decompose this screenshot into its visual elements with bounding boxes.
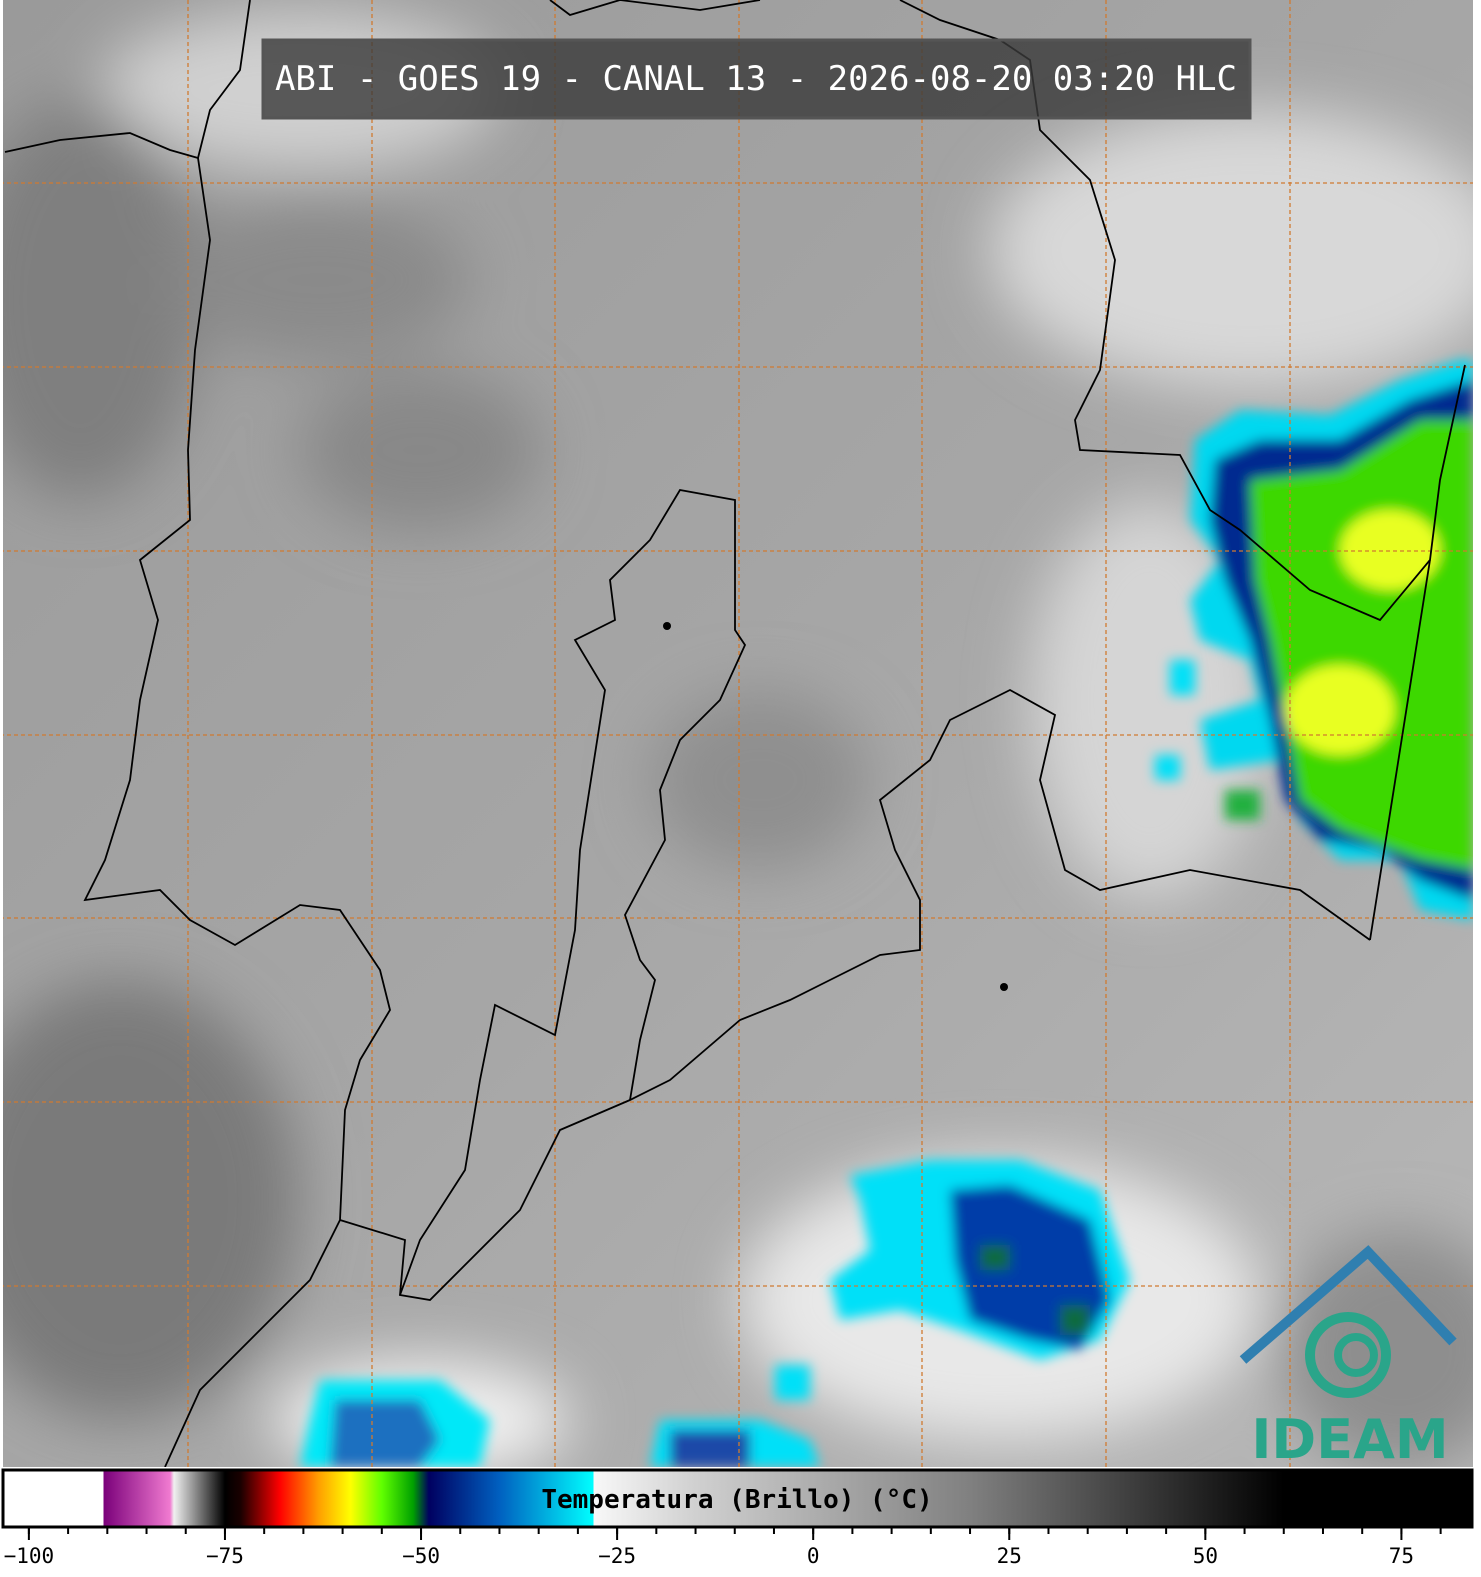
title-box [261,38,1252,120]
colorbar-label: Temperatura (Brillo) (°C) [541,1485,932,1515]
tick-label: −75 [206,1544,244,1568]
tick-label: −25 [598,1544,636,1568]
boundaries [4,0,1466,1467]
tick-label: 25 [997,1544,1022,1568]
storm-cells [300,360,1473,1467]
ideam-logo: IDEAM [1239,1245,1457,1471]
tick-label: 0 [807,1544,820,1568]
satellite-image: IDEAM [3,0,1473,1471]
colorbar: Temperatura (Brillo) (°C) −100 −75 −50 −25 0 2… [1,1468,1474,1568]
logo-text: IDEAM [1251,1408,1448,1471]
colorbar-fill [1,1468,1474,1529]
tick-label: −50 [402,1544,440,1568]
tick-label: 50 [1193,1544,1218,1568]
tick-label: 75 [1389,1544,1414,1568]
tick-label: −100 [4,1544,55,1568]
title: ABI - GOES 19 - CANAL 13 - 2026-08-20 03… [275,59,1237,99]
grid-lines [3,0,1473,1467]
